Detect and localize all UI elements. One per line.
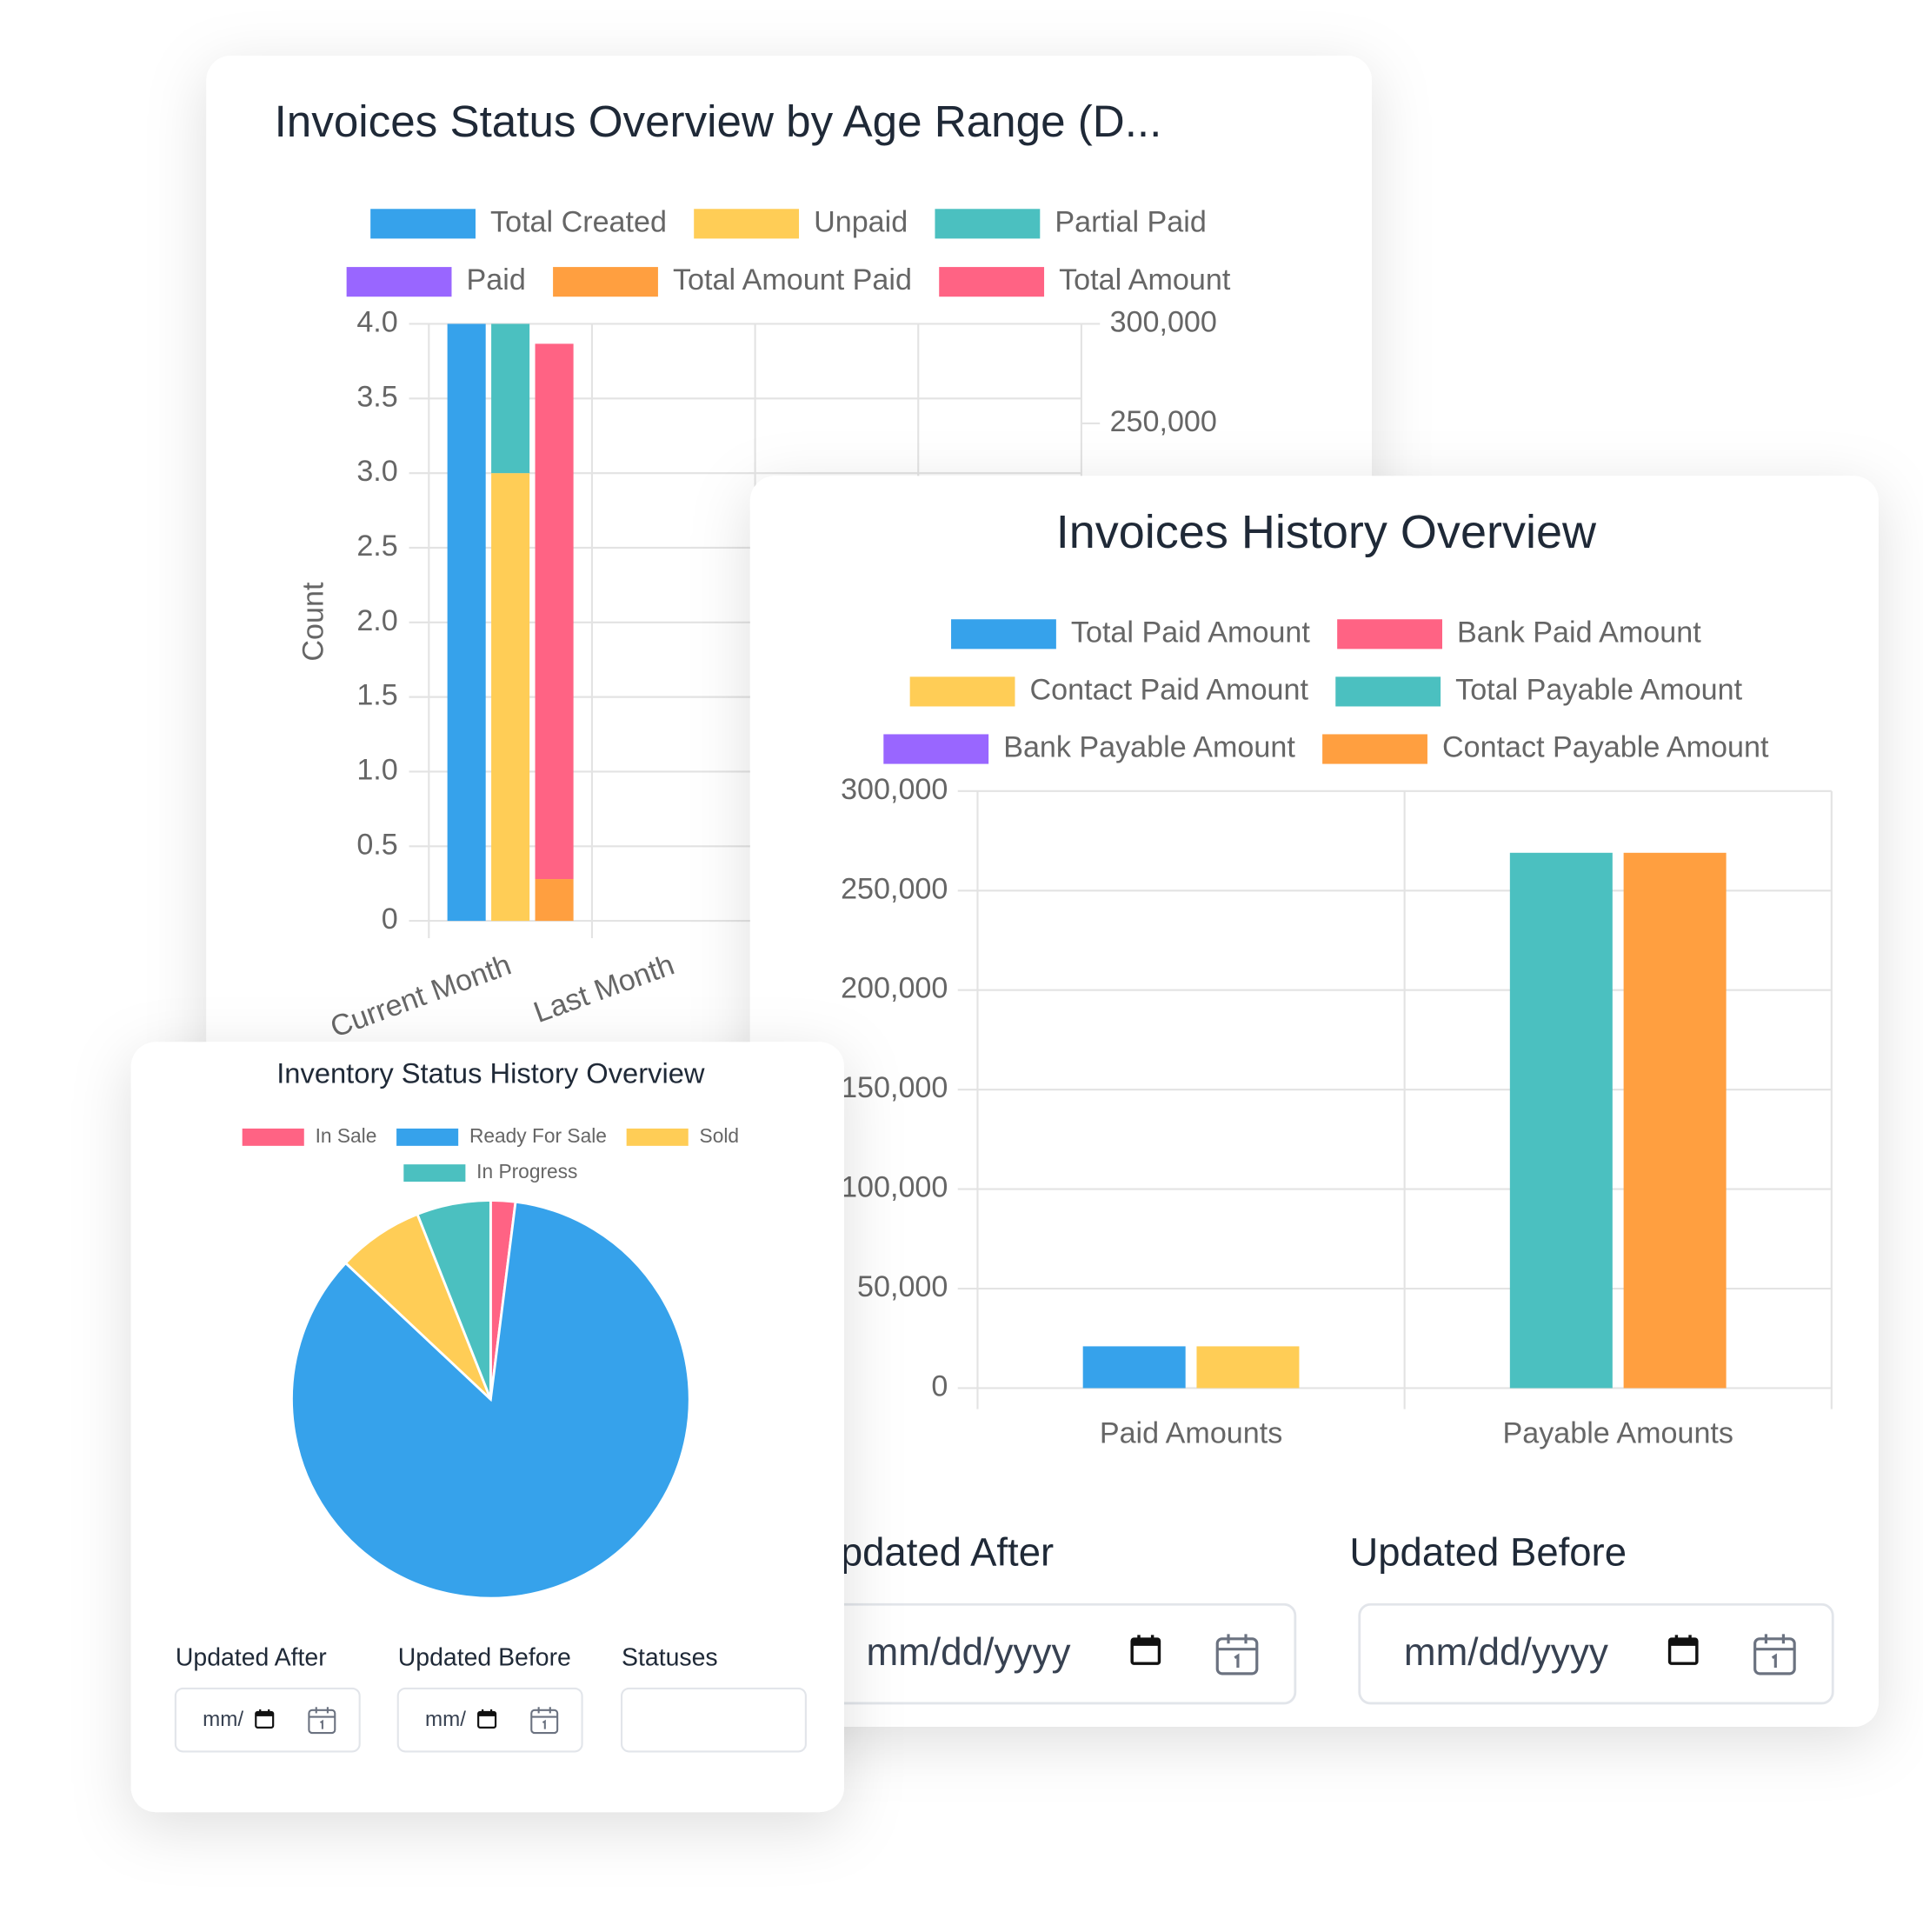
legend-label: Total Amount bbox=[1059, 263, 1231, 296]
bar bbox=[1082, 1346, 1186, 1389]
legend-label: In Progress bbox=[476, 1160, 577, 1183]
pie-slice bbox=[290, 1200, 691, 1600]
date-input[interactable] bbox=[620, 1687, 807, 1753]
filter-label: Updated Before bbox=[1349, 1529, 1627, 1574]
y-tick-label: 50,000 bbox=[857, 1270, 948, 1303]
date-placeholder: mm/dd/yyyy bbox=[1404, 1631, 1608, 1674]
legend-swatch bbox=[1322, 734, 1427, 764]
chart-title: Invoices Status Overview by Age Range (D… bbox=[275, 97, 1162, 146]
legend-label: Partial Paid bbox=[1055, 205, 1206, 238]
y-tick-label: 0 bbox=[931, 1369, 948, 1402]
bar bbox=[1623, 852, 1727, 1389]
x-tick-label: Paid Amounts bbox=[1100, 1417, 1282, 1450]
legend-label: Ready For Sale bbox=[469, 1124, 607, 1147]
y-tick-label: 4.0 bbox=[356, 305, 397, 338]
legend-label: Paid bbox=[467, 263, 526, 296]
legend-swatch bbox=[694, 209, 800, 239]
legend-swatch bbox=[553, 267, 658, 297]
calendar-icon-bar bbox=[256, 1711, 274, 1716]
calendar-button-digit bbox=[319, 1719, 323, 1729]
date-input[interactable] bbox=[174, 1687, 361, 1753]
y-tick-label: 1.0 bbox=[356, 753, 397, 786]
legend-swatch bbox=[346, 267, 452, 297]
x-tick-label: Payable Amounts bbox=[1502, 1417, 1733, 1450]
date-placeholder: mm/dd/yyyy bbox=[867, 1631, 1071, 1674]
y2-tick-label: 300,000 bbox=[1110, 305, 1217, 338]
calendar-icon-bar bbox=[478, 1711, 496, 1716]
legend-swatch bbox=[242, 1128, 304, 1146]
legend-swatch bbox=[939, 267, 1045, 297]
filter-label: Updated Before bbox=[398, 1643, 571, 1671]
calendar-button[interactable] bbox=[1753, 1637, 1796, 1676]
y2-tick-label: 250,000 bbox=[1110, 405, 1217, 438]
y-tick-label: 0.5 bbox=[356, 828, 397, 861]
legend-swatch bbox=[951, 619, 1056, 650]
date-input[interactable] bbox=[1358, 1602, 1834, 1705]
history-card: Invoices History Overview Total Paid Amou… bbox=[749, 476, 1879, 1727]
y-tick-label: 250,000 bbox=[841, 872, 948, 905]
filter-label: Updated After bbox=[176, 1643, 327, 1671]
date-placeholder: mm/ bbox=[203, 1708, 243, 1731]
legend-label: Sold bbox=[700, 1124, 740, 1147]
bar bbox=[1509, 852, 1613, 1389]
calendar-button[interactable] bbox=[1215, 1637, 1259, 1676]
y-tick-label: 150,000 bbox=[841, 1071, 948, 1104]
legend-label: Contact Payable Amount bbox=[1442, 731, 1769, 764]
legend-label: Unpaid bbox=[814, 205, 908, 238]
legend-label: Total Paid Amount bbox=[1071, 616, 1310, 649]
inventory-card: Inventory Status History Overview In Sale… bbox=[130, 1042, 844, 1813]
legend-label: Total Amount Paid bbox=[673, 263, 912, 296]
y-tick-label: 200,000 bbox=[841, 972, 948, 1005]
legend-swatch bbox=[396, 1128, 459, 1146]
legend-swatch bbox=[1335, 676, 1441, 707]
y-tick-label: 3.5 bbox=[356, 380, 397, 413]
calendar-button-digit bbox=[542, 1719, 546, 1729]
filter-label: Statuses bbox=[622, 1643, 718, 1671]
calendar-button[interactable] bbox=[308, 1709, 336, 1735]
legend-swatch bbox=[883, 734, 989, 764]
y-tick-label: 2.0 bbox=[356, 604, 397, 637]
chart-title: Invoices History Overview bbox=[1056, 506, 1597, 558]
bar bbox=[1196, 1346, 1300, 1389]
y-tick-label: 300,000 bbox=[841, 773, 948, 806]
date-placeholder: mm/ bbox=[425, 1708, 466, 1731]
legend-label: Bank Paid Amount bbox=[1457, 616, 1701, 649]
legend-swatch bbox=[909, 676, 1015, 707]
calendar-button-digit bbox=[1234, 1653, 1240, 1669]
legend-label: Total Payable Amount bbox=[1455, 673, 1742, 706]
bar bbox=[535, 879, 574, 922]
bar bbox=[491, 323, 530, 474]
y-tick-label: 3.0 bbox=[356, 455, 397, 488]
bar bbox=[491, 473, 530, 922]
calendar-icon-bar bbox=[1132, 1639, 1160, 1646]
bar bbox=[535, 343, 574, 880]
calendar-button[interactable] bbox=[530, 1709, 559, 1735]
card bbox=[749, 476, 1879, 1727]
y-tick-label: 100,000 bbox=[841, 1171, 948, 1204]
y-axis-label: Count bbox=[297, 582, 330, 662]
y-tick-label: 1.5 bbox=[356, 679, 397, 712]
legend-label: Contact Paid Amount bbox=[1030, 673, 1309, 706]
legend-label: In Sale bbox=[316, 1124, 377, 1147]
chart-title: Inventory Status History Overview bbox=[276, 1056, 705, 1089]
legend-swatch bbox=[626, 1128, 689, 1146]
legend-swatch bbox=[935, 209, 1041, 239]
legend-swatch bbox=[370, 209, 476, 239]
legend-swatch bbox=[1337, 619, 1442, 650]
bar bbox=[447, 323, 486, 922]
date-input[interactable] bbox=[396, 1687, 583, 1753]
filter-label: Updated After bbox=[812, 1529, 1054, 1574]
calendar-icon-bar bbox=[1669, 1639, 1697, 1646]
y-tick-label: 2.5 bbox=[356, 530, 397, 563]
pie-slice bbox=[416, 1198, 492, 1400]
legend-label: Total Created bbox=[490, 205, 667, 238]
y-tick-label: 0 bbox=[382, 903, 398, 936]
legend-swatch bbox=[403, 1164, 466, 1183]
legend-label: Bank Payable Amount bbox=[1003, 731, 1295, 764]
calendar-button-digit bbox=[1771, 1653, 1777, 1669]
